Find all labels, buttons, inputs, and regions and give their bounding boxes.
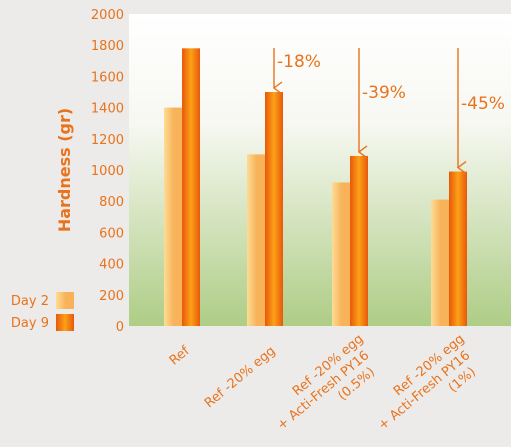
reduction-label: -18% xyxy=(277,52,321,72)
y-tick-label: 800 xyxy=(99,195,124,210)
day-2-bar xyxy=(332,182,350,326)
reduction-label: -39% xyxy=(362,83,406,103)
change-annotations: -18% -39% -45% xyxy=(274,48,505,168)
day-9-bar xyxy=(182,48,200,326)
reduction-label: -45% xyxy=(461,94,505,114)
y-tick-label: 1000 xyxy=(91,164,124,179)
x-axis-labels: Ref Ref -20% egg Ref -20% egg+ Acti-Fresh … xyxy=(167,332,479,434)
day-9-bar xyxy=(449,171,467,326)
y-tick-label: 1600 xyxy=(91,70,124,85)
legend: Day 2 Day 9 xyxy=(11,292,74,331)
bars xyxy=(164,48,467,326)
day-2-bar xyxy=(431,199,449,326)
legend-label: Day 9 xyxy=(11,316,49,331)
x-category-label: Ref -20% egg xyxy=(202,344,279,412)
day-9-bar xyxy=(265,92,283,326)
y-tick-label: 600 xyxy=(99,226,124,241)
y-axis-label: Hardness (gr) xyxy=(55,108,74,232)
y-tick-label: 1200 xyxy=(91,133,124,148)
legend-label: Day 2 xyxy=(11,294,49,309)
y-axis: 0 200 400 600 800 1000 1200 1400 1600 1800 2000 xyxy=(91,8,124,335)
day-9-bar xyxy=(350,155,368,326)
legend-swatch-day-9 xyxy=(56,314,74,331)
y-tick-label: 2000 xyxy=(91,8,124,23)
day-2-bar xyxy=(247,154,265,326)
y-tick-label: 200 xyxy=(99,289,124,304)
legend-swatch-day-2 xyxy=(56,292,74,309)
y-tick-label: 1400 xyxy=(91,102,124,117)
y-tick-label: 0 xyxy=(116,320,124,335)
day-2-bar xyxy=(164,107,182,326)
y-tick-label: 400 xyxy=(99,258,124,273)
x-category-label: Ref xyxy=(167,343,193,368)
y-tick-label: 1800 xyxy=(91,39,124,54)
